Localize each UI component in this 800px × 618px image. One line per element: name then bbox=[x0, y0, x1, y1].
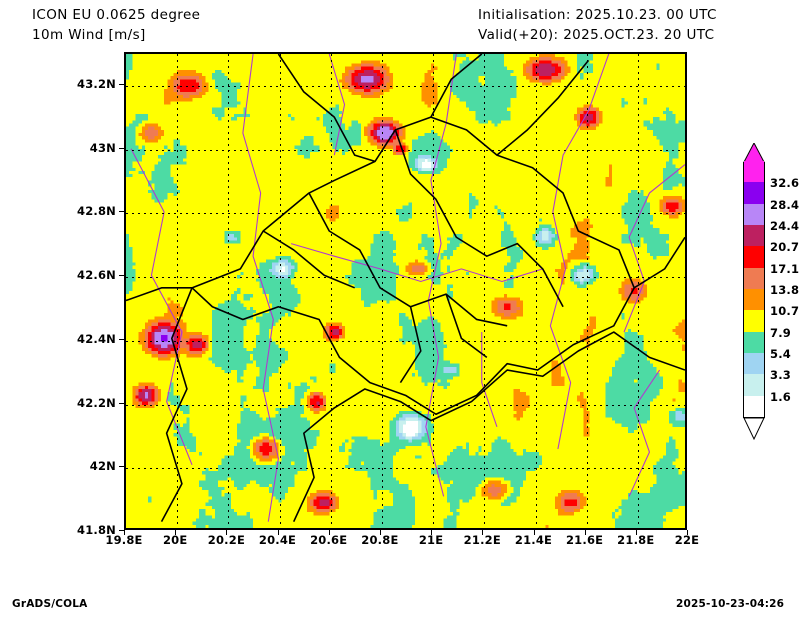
colorbar-swatch bbox=[744, 352, 764, 375]
colorbar-swatch bbox=[744, 267, 764, 289]
y-axis-label: 42.6N bbox=[77, 268, 116, 283]
colorbar-tick-label: 24.4 bbox=[770, 219, 800, 233]
colorbar-tick-label: 28.4 bbox=[770, 197, 800, 212]
y-axis-tick bbox=[119, 402, 124, 404]
colorbar-tick-label: 5.4 bbox=[770, 347, 791, 361]
y-axis-label: 42.4N bbox=[77, 331, 116, 346]
producer-credit: GrADS/COLA bbox=[12, 598, 88, 610]
colorbar-swatch bbox=[744, 309, 764, 332]
x-axis-label: 21.6E bbox=[565, 533, 604, 547]
colorbar-swatch bbox=[744, 395, 764, 417]
x-axis-tick bbox=[328, 530, 330, 535]
x-axis-label: 20.6E bbox=[310, 533, 348, 547]
x-axis-label: 20.2E bbox=[207, 533, 246, 547]
y-axis-tick bbox=[119, 211, 124, 213]
x-axis-tick bbox=[379, 530, 381, 535]
x-axis-tick bbox=[226, 530, 228, 535]
colorbar-tick-label: 32.6 bbox=[770, 176, 800, 191]
x-axis-tick bbox=[482, 530, 484, 535]
y-axis-label: 42.8N bbox=[77, 204, 116, 219]
colorbar-below-min-arrow bbox=[743, 417, 765, 441]
wind-speed-contour-field bbox=[126, 54, 685, 528]
x-axis-tick bbox=[124, 530, 125, 535]
colorbar-swatch bbox=[744, 224, 764, 247]
x-axis-label: 20.4E bbox=[258, 533, 297, 547]
y-axis-label: 42N bbox=[89, 459, 116, 474]
x-axis-label: 21.8E bbox=[617, 533, 655, 547]
y-axis-label: 41.8N bbox=[77, 523, 116, 537]
colorbar-swatch bbox=[744, 160, 764, 183]
valid-time-label: Valid(+20): 2025.OCT.23. 20 UTC bbox=[478, 27, 715, 43]
x-axis-tick bbox=[533, 530, 535, 535]
y-axis-tick bbox=[119, 147, 124, 149]
x-axis-tick bbox=[635, 530, 637, 535]
y-axis-label: 43N bbox=[89, 140, 116, 155]
y-axis-tick bbox=[119, 530, 124, 531]
y-axis-label: 43.2N bbox=[77, 76, 116, 91]
colorbar-swatch bbox=[744, 331, 764, 353]
colorbar-swatch bbox=[744, 288, 764, 311]
x-axis-label: 20.8E bbox=[361, 533, 399, 547]
colorbar-swatch bbox=[744, 373, 764, 396]
colorbar-swatch bbox=[744, 203, 764, 225]
y-axis-tick bbox=[119, 338, 124, 340]
y-axis-tick bbox=[119, 466, 124, 468]
colorbar-tick-label: 20.7 bbox=[770, 240, 800, 255]
x-axis-label: 21.4E bbox=[514, 533, 553, 547]
colorbar-swatch bbox=[744, 181, 764, 204]
colorbar-swatch bbox=[744, 245, 764, 268]
colorbar-tick-label: 10.7 bbox=[770, 304, 800, 319]
colorbar[interactable] bbox=[743, 160, 765, 418]
x-axis-label: 21E bbox=[418, 533, 444, 547]
x-axis-tick bbox=[687, 530, 688, 535]
colorbar-tick-label: 13.8 bbox=[770, 283, 800, 297]
map-plot-area bbox=[124, 52, 687, 530]
y-axis-label: 42.2N bbox=[77, 395, 116, 410]
colorbar-tick-label: 3.3 bbox=[770, 368, 791, 383]
x-axis-label: 19.8E bbox=[105, 533, 143, 547]
x-axis-tick bbox=[175, 530, 177, 535]
x-axis-tick bbox=[277, 530, 279, 535]
colorbar-tick-label: 1.6 bbox=[770, 389, 791, 404]
render-timestamp: 2025-10-23-04:26 bbox=[676, 598, 785, 610]
model-title: ICON EU 0.0625 degree bbox=[32, 7, 201, 23]
x-axis-label: 20E bbox=[162, 533, 188, 547]
colorbar-tick-label: 17.1 bbox=[770, 261, 800, 276]
variable-title: 10m Wind [m/s] bbox=[32, 27, 146, 43]
initialisation-label: Initialisation: 2025.10.23. 00 UTC bbox=[478, 7, 717, 23]
y-axis-tick bbox=[119, 275, 124, 277]
y-axis-tick bbox=[119, 83, 124, 85]
x-axis-tick bbox=[431, 530, 433, 535]
x-axis-label: 21.2E bbox=[463, 533, 501, 547]
colorbar-tick-label: 7.9 bbox=[770, 325, 791, 340]
x-axis-label: 22E bbox=[674, 533, 700, 547]
x-axis-tick bbox=[584, 530, 586, 535]
